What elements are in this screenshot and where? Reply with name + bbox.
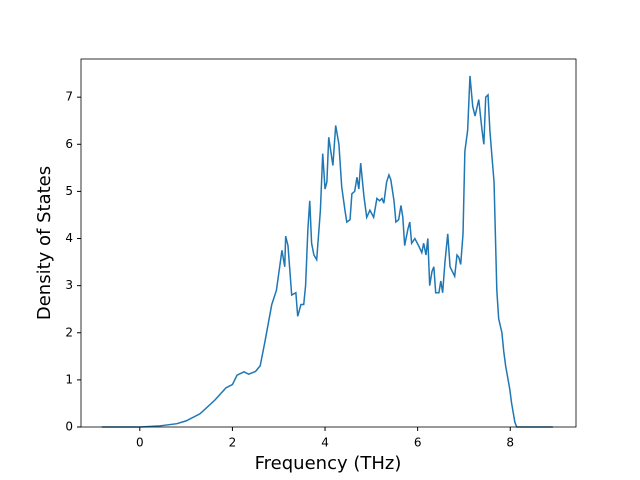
x-tick-label: 6 [414,436,422,450]
y-tick-label: 1 [65,372,73,386]
x-tick-label: 4 [321,436,329,450]
x-tick-label: 2 [229,436,237,450]
x-axis-label: Frequency (THz) [255,453,402,474]
y-tick-label: 3 [65,278,73,292]
x-tick-label: 8 [506,436,514,450]
y-tick-label: 2 [65,325,73,339]
line-series [101,75,553,428]
y-tick-label: 7 [65,90,73,104]
y-tick-label: 4 [65,231,73,245]
x-tick-label: 0 [136,436,144,450]
y-tick-label: 0 [65,420,73,434]
y-tick-label: 5 [65,184,73,198]
y-tick-label: 6 [65,137,73,151]
plot-frame [80,58,577,428]
y-axis-label: Density of States [34,166,55,320]
